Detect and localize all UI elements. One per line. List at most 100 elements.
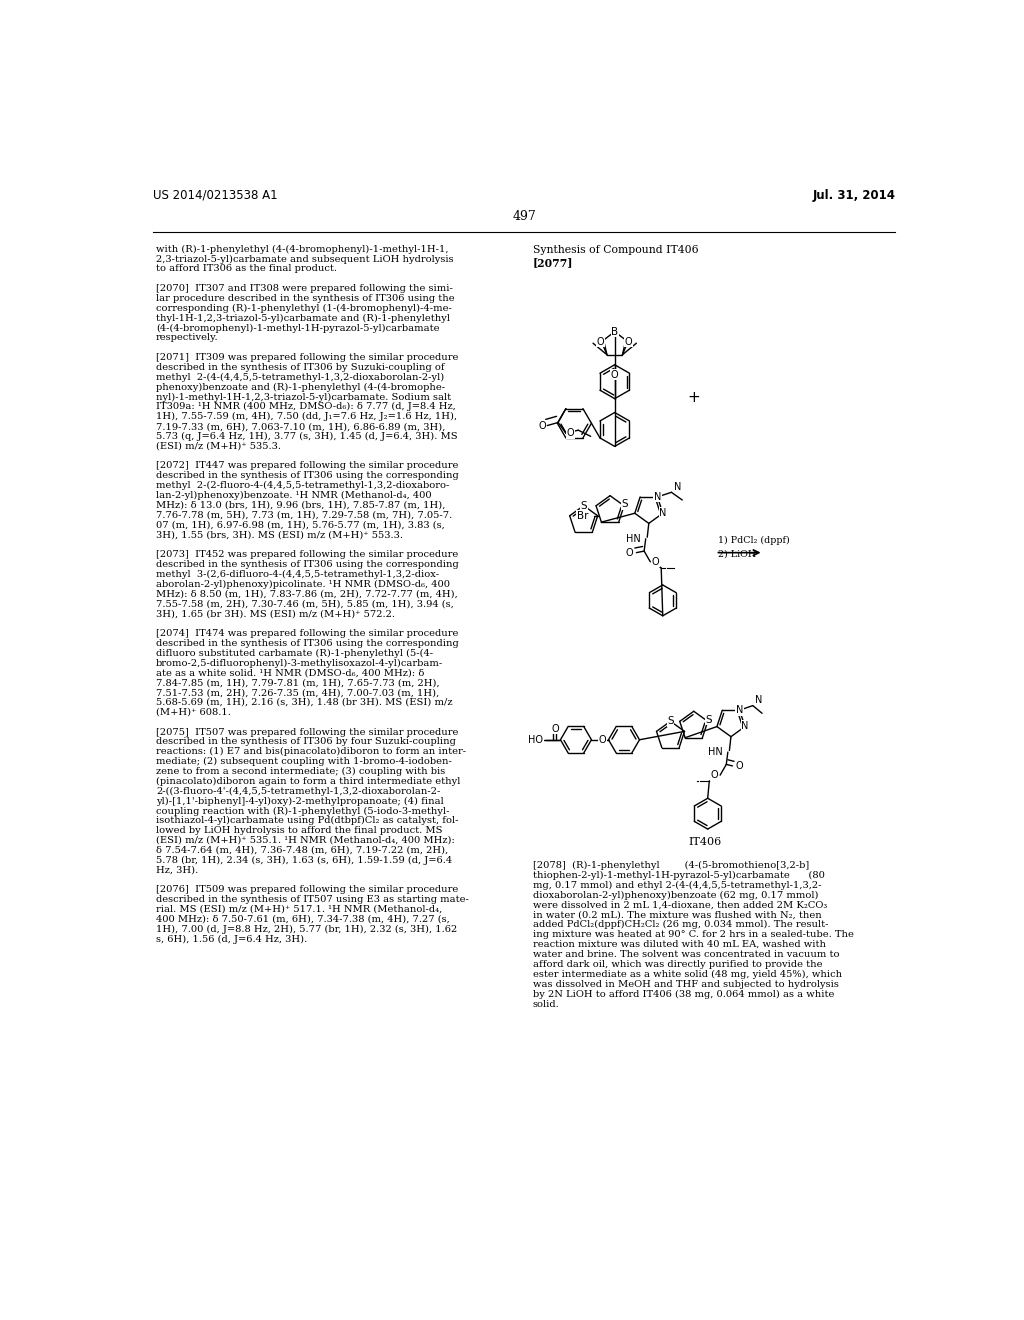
Text: [2075]  IT507 was prepared following the similar procedure: [2075] IT507 was prepared following the … — [156, 727, 459, 737]
Text: reactions: (1) E7 and bis(pinacolato)diboron to form an inter-: reactions: (1) E7 and bis(pinacolato)dib… — [156, 747, 466, 756]
Text: (ESI) m/z (M+H)⁺ 535.3.: (ESI) m/z (M+H)⁺ 535.3. — [156, 442, 281, 450]
Text: ester intermediate as a white solid (48 mg, yield 45%), which: ester intermediate as a white solid (48 … — [532, 970, 842, 979]
Text: N: N — [659, 507, 667, 517]
Text: 7.76-7.78 (m, 5H), 7.73 (m, 1H), 7.29-7.58 (m, 7H), 7.05-7.: 7.76-7.78 (m, 5H), 7.73 (m, 1H), 7.29-7.… — [156, 511, 453, 520]
Text: zene to from a second intermediate; (3) coupling with bis: zene to from a second intermediate; (3) … — [156, 767, 445, 776]
Text: coupling reaction with (R)-1-phenylethyl (5-iodo-3-methyl-: coupling reaction with (R)-1-phenylethyl… — [156, 807, 450, 816]
Text: with (R)-1-phenylethyl (4-(4-bromophenyl)-1-methyl-1H-1,: with (R)-1-phenylethyl (4-(4-bromophenyl… — [156, 244, 449, 253]
Text: described in the synthesis of IT306 by Suzuki-coupling of: described in the synthesis of IT306 by S… — [156, 363, 444, 372]
Text: S: S — [581, 500, 587, 511]
Text: O: O — [626, 548, 633, 557]
Text: 497: 497 — [513, 210, 537, 223]
Text: IT406: IT406 — [689, 837, 722, 847]
Text: HO: HO — [528, 735, 544, 744]
Text: to afford IT306 as the final product.: to afford IT306 as the final product. — [156, 264, 337, 273]
Text: aborolan-2-yl)phenoxy)picolinate. ¹H NMR (DMSO-d₆, 400: aborolan-2-yl)phenoxy)picolinate. ¹H NMR… — [156, 579, 450, 589]
Text: methyl  2-(4-(4,4,5,5-tetramethyl-1,3,2-dioxaborolan-2-yl): methyl 2-(4-(4,4,5,5-tetramethyl-1,3,2-d… — [156, 372, 444, 381]
Text: [2070]  IT307 and IT308 were prepared following the simi-: [2070] IT307 and IT308 were prepared fol… — [156, 284, 453, 293]
Text: described in the synthesis of IT507 using E3 as starting mate-: described in the synthesis of IT507 usin… — [156, 895, 469, 904]
Text: HN: HN — [709, 747, 723, 758]
Text: 5.78 (br, 1H), 2.34 (s, 3H), 1.63 (s, 6H), 1.59-1.59 (d, J=6.4: 5.78 (br, 1H), 2.34 (s, 3H), 1.63 (s, 6H… — [156, 855, 452, 865]
Text: 3H), 1.55 (brs, 3H). MS (ESI) m/z (M+H)⁺ 553.3.: 3H), 1.55 (brs, 3H). MS (ESI) m/z (M+H)⁺… — [156, 531, 402, 540]
Text: 1) PdCl₂ (dppf): 1) PdCl₂ (dppf) — [718, 536, 790, 545]
Text: (pinacolato)diboron again to form a third intermediate ethyl: (pinacolato)diboron again to form a thir… — [156, 777, 460, 785]
Text: (4-(4-bromophenyl)-1-methyl-1H-pyrazol-5-yl)carbamate: (4-(4-bromophenyl)-1-methyl-1H-pyrazol-5… — [156, 323, 439, 333]
Text: [2073]  IT452 was prepared following the similar procedure: [2073] IT452 was prepared following the … — [156, 550, 458, 560]
Text: 2) LiOH: 2) LiOH — [718, 550, 756, 558]
Text: described in the synthesis of IT306 using the corresponding: described in the synthesis of IT306 usin… — [156, 639, 459, 648]
Text: thyl-1H-1,2,3-triazol-5-yl)carbamate and (R)-1-phenylethyl: thyl-1H-1,2,3-triazol-5-yl)carbamate and… — [156, 314, 450, 323]
Text: mg, 0.17 mmol) and ethyl 2-(4-(4,4,5,5-tetramethyl-1,3,2-: mg, 0.17 mmol) and ethyl 2-(4-(4,4,5,5-t… — [532, 880, 821, 890]
Text: HN: HN — [627, 533, 641, 544]
Text: [2078]  (R)-1-phenylethyl        (4-(5-bromothieno[3,2-b]: [2078] (R)-1-phenylethyl (4-(5-bromothie… — [532, 861, 809, 870]
Text: rial. MS (ESI) m/z (M+H)⁺ 517.1. ¹H NMR (Methanol-d₄,: rial. MS (ESI) m/z (M+H)⁺ 517.1. ¹H NMR … — [156, 906, 442, 913]
Text: B: B — [611, 326, 618, 337]
Text: methyl  2-(2-fluoro-4-(4,4,5,5-tetramethyl-1,3,2-dioxaboro-: methyl 2-(2-fluoro-4-(4,4,5,5-tetramethy… — [156, 482, 450, 490]
Text: 7.51-7.53 (m, 2H), 7.26-7.35 (m, 4H), 7.00-7.03 (m, 1H),: 7.51-7.53 (m, 2H), 7.26-7.35 (m, 4H), 7.… — [156, 688, 439, 697]
Text: added PdCl₂(dppf)CH₂Cl₂ (26 mg, 0.034 mmol). The result-: added PdCl₂(dppf)CH₂Cl₂ (26 mg, 0.034 mm… — [532, 920, 828, 929]
Text: (M+H)⁺ 608.1.: (M+H)⁺ 608.1. — [156, 708, 230, 717]
Text: water and brine. The solvent was concentrated in vacuum to: water and brine. The solvent was concent… — [532, 950, 839, 960]
Text: 1H), 7.55-7.59 (m, 4H), 7.50 (dd, J₁=7.6 Hz, J₂=1.6 Hz, 1H),: 1H), 7.55-7.59 (m, 4H), 7.50 (dd, J₁=7.6… — [156, 412, 457, 421]
Text: [2072]  IT447 was prepared following the similar procedure: [2072] IT447 was prepared following the … — [156, 462, 459, 470]
Text: was dissolved in MeOH and THF and subjected to hydrolysis: was dissolved in MeOH and THF and subjec… — [532, 979, 839, 989]
Text: by 2N LiOH to afford IT406 (38 mg, 0.064 mmol) as a white: by 2N LiOH to afford IT406 (38 mg, 0.064… — [532, 990, 834, 999]
Text: N: N — [674, 482, 681, 492]
Text: isothiazol-4-yl)carbamate using Pd(dtbpf)Cl₂ as catalyst, fol-: isothiazol-4-yl)carbamate using Pd(dtbpf… — [156, 816, 459, 825]
Text: O: O — [711, 770, 719, 780]
Text: solid.: solid. — [532, 999, 559, 1008]
Text: N: N — [736, 705, 743, 715]
Text: 1H), 7.00 (d, J=8.8 Hz, 2H), 5.77 (br, 1H), 2.32 (s, 3H), 1.62: 1H), 7.00 (d, J=8.8 Hz, 2H), 5.77 (br, 1… — [156, 925, 457, 933]
Text: thiophen-2-yl)-1-methyl-1H-pyrazol-5-yl)carbamate      (80: thiophen-2-yl)-1-methyl-1H-pyrazol-5-yl)… — [532, 871, 824, 879]
Text: methyl  3-(2,6-difluoro-4-(4,4,5,5-tetramethyl-1,3,2-diox-: methyl 3-(2,6-difluoro-4-(4,4,5,5-tetram… — [156, 570, 439, 579]
Text: 2,3-triazol-5-yl)carbamate and subsequent LiOH hydrolysis: 2,3-triazol-5-yl)carbamate and subsequen… — [156, 255, 454, 264]
Text: 7.19-7.33 (m, 6H), 7.063-7.10 (m, 1H), 6.86-6.89 (m, 3H),: 7.19-7.33 (m, 6H), 7.063-7.10 (m, 1H), 6… — [156, 422, 445, 432]
Text: Jul. 31, 2014: Jul. 31, 2014 — [812, 189, 895, 202]
Text: Br: Br — [577, 511, 589, 521]
Text: S: S — [706, 715, 712, 725]
Text: 7.55-7.58 (m, 2H), 7.30-7.46 (m, 5H), 5.85 (m, 1H), 3.94 (s,: 7.55-7.58 (m, 2H), 7.30-7.46 (m, 5H), 5.… — [156, 599, 454, 609]
Text: S: S — [622, 499, 628, 510]
Text: difluoro substituted carbamate (R)-1-phenylethyl (5-(4-: difluoro substituted carbamate (R)-1-phe… — [156, 648, 433, 657]
Text: mediate; (2) subsequent coupling with 1-bromo-4-iodoben-: mediate; (2) subsequent coupling with 1-… — [156, 758, 452, 767]
Text: ate as a white solid. ¹H NMR (DMSO-d₆, 400 MHz): δ: ate as a white solid. ¹H NMR (DMSO-d₆, 4… — [156, 668, 424, 677]
Text: [2071]  IT309 was prepared following the similar procedure: [2071] IT309 was prepared following the … — [156, 352, 459, 362]
Text: respectively.: respectively. — [156, 334, 218, 342]
Text: 7.84-7.85 (m, 1H), 7.79-7.81 (m, 1H), 7.65-7.73 (m, 2H),: 7.84-7.85 (m, 1H), 7.79-7.81 (m, 1H), 7.… — [156, 678, 439, 688]
Text: dioxaborolan-2-yl)phenoxy)benzoate (62 mg, 0.17 mmol): dioxaborolan-2-yl)phenoxy)benzoate (62 m… — [532, 891, 818, 899]
Text: O: O — [735, 760, 743, 771]
Text: nyl)-1-methyl-1H-1,2,3-triazol-5-yl)carbamate. Sodium salt: nyl)-1-methyl-1H-1,2,3-triazol-5-yl)carb… — [156, 392, 451, 401]
Text: 5.68-5.69 (m, 1H), 2.16 (s, 3H), 1.48 (br 3H). MS (ESI) m/z: 5.68-5.69 (m, 1H), 2.16 (s, 3H), 1.48 (b… — [156, 698, 453, 708]
Text: O: O — [566, 428, 574, 438]
Text: O: O — [625, 337, 633, 347]
Text: 07 (m, 1H), 6.97-6.98 (m, 1H), 5.76-5.77 (m, 1H), 3.83 (s,: 07 (m, 1H), 6.97-6.98 (m, 1H), 5.76-5.77… — [156, 520, 444, 529]
Text: O: O — [597, 337, 604, 347]
Text: 3H), 1.65 (br 3H). MS (ESI) m/z (M+H)⁺ 572.2.: 3H), 1.65 (br 3H). MS (ESI) m/z (M+H)⁺ 5… — [156, 610, 395, 618]
Text: in water (0.2 mL). The mixture was flushed with N₂, then: in water (0.2 mL). The mixture was flush… — [532, 911, 821, 919]
Text: were dissolved in 2 mL 1,4-dioxane, then added 2M K₂CO₃: were dissolved in 2 mL 1,4-dioxane, then… — [532, 900, 826, 909]
Text: lowed by LiOH hydrolysis to afford the final product. MS: lowed by LiOH hydrolysis to afford the f… — [156, 826, 442, 836]
Text: lan-2-yl)phenoxy)benzoate. ¹H NMR (Methanol-d₄, 400: lan-2-yl)phenoxy)benzoate. ¹H NMR (Metha… — [156, 491, 431, 500]
Text: Hz, 3H).: Hz, 3H). — [156, 866, 199, 875]
Text: phenoxy)benzoate and (R)-1-phenylethyl (4-(4-bromophe-: phenoxy)benzoate and (R)-1-phenylethyl (… — [156, 383, 445, 392]
Text: [2077]: [2077] — [532, 257, 573, 268]
Text: S: S — [668, 717, 674, 726]
Text: corresponding (R)-1-phenylethyl (1-(4-bromophenyl)-4-me-: corresponding (R)-1-phenylethyl (1-(4-br… — [156, 304, 452, 313]
Text: described in the synthesis of IT306 using the corresponding: described in the synthesis of IT306 usin… — [156, 560, 459, 569]
Text: [2074]  IT474 was prepared following the similar procedure: [2074] IT474 was prepared following the … — [156, 630, 459, 638]
Text: (ESI) m/z (M+H)⁺ 535.1. ¹H NMR (Methanol-d₄, 400 MHz):: (ESI) m/z (M+H)⁺ 535.1. ¹H NMR (Methanol… — [156, 836, 455, 845]
Text: O: O — [538, 421, 546, 430]
Text: lar procedure described in the synthesis of IT306 using the: lar procedure described in the synthesis… — [156, 294, 455, 302]
Text: O: O — [598, 735, 606, 744]
Text: N: N — [653, 492, 662, 502]
Text: MHz): δ 8.50 (m, 1H), 7.83-7.86 (m, 2H), 7.72-7.77 (m, 4H),: MHz): δ 8.50 (m, 1H), 7.83-7.86 (m, 2H),… — [156, 590, 458, 598]
Text: ing mixture was heated at 90° C. for 2 hrs in a sealed-tube. The: ing mixture was heated at 90° C. for 2 h… — [532, 931, 853, 939]
Text: N: N — [741, 721, 749, 731]
Text: described in the synthesis of IT306 using the corresponding: described in the synthesis of IT306 usin… — [156, 471, 459, 480]
Text: reaction mixture was diluted with 40 mL EA, washed with: reaction mixture was diluted with 40 mL … — [532, 940, 825, 949]
Text: bromo-2,5-difluorophenyl)-3-methylisoxazol-4-yl)carbam-: bromo-2,5-difluorophenyl)-3-methylisoxaz… — [156, 659, 443, 668]
Text: δ 7.54-7.64 (m, 4H), 7.36-7.48 (m, 6H), 7.19-7.22 (m, 2H),: δ 7.54-7.64 (m, 4H), 7.36-7.48 (m, 6H), … — [156, 846, 449, 855]
Text: described in the synthesis of IT306 by four Suzuki-coupling: described in the synthesis of IT306 by f… — [156, 738, 456, 746]
Text: US 2014/0213538 A1: US 2014/0213538 A1 — [153, 189, 278, 202]
Text: N: N — [755, 696, 763, 705]
